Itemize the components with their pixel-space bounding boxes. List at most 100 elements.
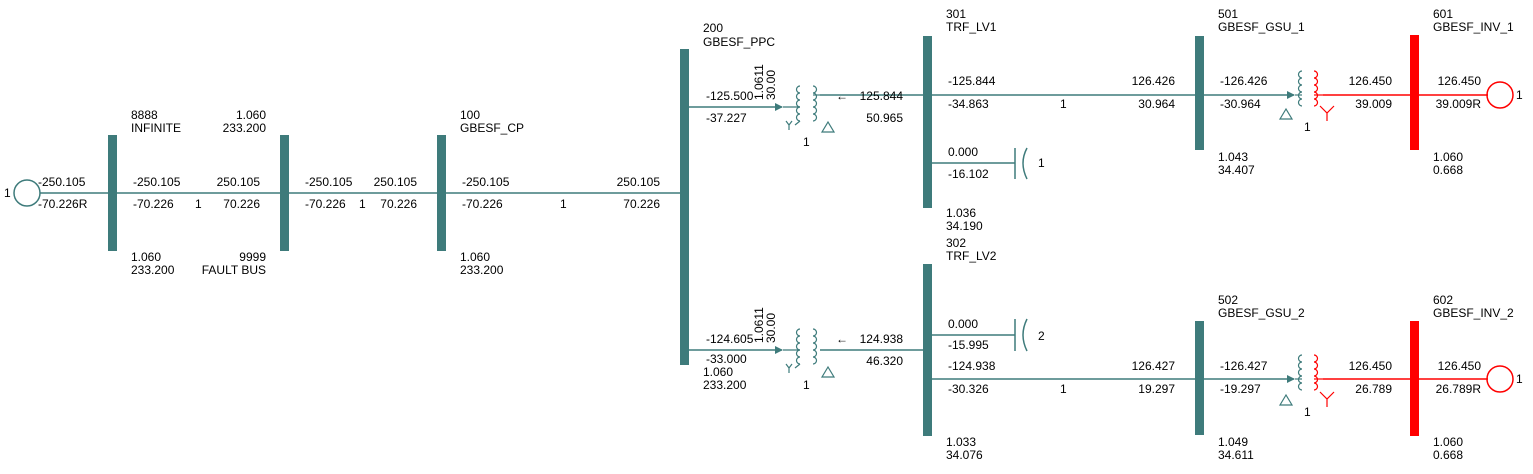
transformer-200-302[interactable]: 1.0611 30.00 1 -124.605 -33.000 ← 124.93… [689,307,923,392]
generator-inverter-2-p: 126.450 [1438,359,1482,373]
bus-502-name: GBESF_GSU_2 [1218,306,1305,320]
wye-winding-icon [1319,105,1335,121]
branch-301-501[interactable]: -125.844 -34.863 1 126.426 30.964 [932,74,1195,111]
transformer-200-301-angle: 30.00 [764,70,778,100]
generator-infinite-p: -250.105 [38,175,86,189]
transformer-200-302-q-from: -33.000 [706,352,747,366]
bus-301-name: TRF_LV1 [946,20,997,34]
transformer-502-602-ckt: 1 [1304,405,1311,419]
bus-501-name: GBESF_GSU_1 [1218,20,1305,34]
branch-9999-100-p-from: -250.105 [305,175,353,189]
bus-9999-name: FAULT BUS [202,263,266,277]
transformer-200-302-arrow: ← [836,332,848,346]
branch-302-502-p-to: 126.427 [1132,359,1176,373]
branch-8888-9999[interactable]: -250.105 -70.226 1 250.105 70.226 [117,175,280,211]
shunt-301-q: -16.102 [948,167,989,181]
branch-100-200-ckt: 1 [560,197,567,211]
shunt-301[interactable]: 1 0.000 -16.102 [932,145,1045,181]
branch-301-501-p-from: -125.844 [948,74,996,88]
transformer-502-602-p-to: 126.450 [1349,359,1393,373]
bus-8888[interactable]: 8888 INFINITE 1.060 233.200 [108,108,181,277]
branch-100-200-p-from: -250.105 [462,175,510,189]
bus-302-kv: 34.076 [946,448,983,462]
delta-winding-icon [820,120,836,133]
bus-8888-voltage: 1.060 [131,250,161,264]
generator-inverter-2[interactable]: 1 126.450 26.789R [1419,359,1523,396]
delta-winding-icon [820,365,836,378]
branch-100-200[interactable]: -250.105 -70.226 1 250.105 70.226 [446,175,680,211]
bus-502[interactable]: 502 GBESF_GSU_2 1.049 34.611 [1195,293,1305,462]
shunt-302[interactable]: 2 0.000 -15.995 [932,317,1045,352]
transformer-502-602[interactable]: 1 -126.427 -19.297 126.450 26.789 [1204,354,1410,419]
generator-infinite[interactable]: 1 -250.105 -70.226R [4,175,108,211]
transformer-200-301[interactable]: 1.0611 30.00 1 -125.500 -37.227 ← 125.84… [689,64,923,149]
branch-9999-100-ckt: 1 [359,197,366,211]
generator-infinite-q: -70.226R [38,197,88,211]
bus-502-voltage: 1.049 [1218,435,1248,449]
transformer-icon [783,328,818,369]
bus-200-kv: 233.200 [703,378,747,392]
transformer-icon [1295,70,1323,107]
transformer-200-301-arrow: ← [836,89,848,103]
generator-icon [1486,81,1514,109]
transformer-502-602-q-from: -19.297 [1220,382,1261,396]
bus-501-number: 501 [1218,7,1238,21]
generator-inverter-2-id: 1 [1516,372,1523,386]
branch-302-502[interactable]: -124.938 -30.326 1 126.427 19.297 [932,359,1195,396]
shunt-capacitor-icon [1014,147,1028,180]
transformer-501-601-q-from: -30.964 [1220,97,1261,111]
bus-302-voltage: 1.033 [946,435,976,449]
shunt-capacitor-icon [1014,318,1028,352]
shunt-302-p: 0.000 [948,317,978,331]
shunt-301-id: 1 [1038,156,1045,170]
branch-302-502-q-from: -30.326 [948,382,989,396]
bus-501-kv: 34.407 [1218,163,1255,177]
branch-8888-9999-q-from: -70.226 [133,197,174,211]
branch-9999-100-q-from: -70.226 [305,197,346,211]
transformer-501-601[interactable]: 1 -126.426 -30.964 126.450 39.009 [1204,70,1410,134]
bus-501[interactable]: 501 GBESF_GSU_1 1.043 34.407 [1195,7,1305,177]
bus-302[interactable]: 302 TRF_LV2 1.033 34.076 [923,236,997,462]
bus-9999-voltage: 1.060 [236,108,266,122]
branch-302-502-ckt: 1 [1060,382,1067,396]
transformer-200-302-q-to: 46.320 [866,354,903,368]
transformer-502-602-q-to: 26.789 [1355,382,1392,396]
branch-8888-9999-p-to: 250.105 [217,175,261,189]
branch-100-200-p-to: 250.105 [617,175,661,189]
branch-8888-9999-ckt: 1 [195,197,202,211]
bus-602-number: 602 [1433,293,1453,307]
bus-601[interactable]: 601 GBESF_INV_1 1.060 0.668 [1410,7,1514,177]
bus-9999[interactable]: 1.060 233.200 9999 FAULT BUS [202,108,289,277]
generator-icon [13,179,41,207]
branch-9999-100[interactable]: -250.105 -70.226 1 250.105 70.226 [289,175,437,211]
generator-icon [1486,365,1514,393]
transformer-icon [1295,354,1323,391]
bus-100-name: GBESF_CP [460,121,524,135]
shunt-301-p: 0.000 [948,145,978,159]
bus-302-name: TRF_LV2 [946,249,997,263]
generator-inverter-1[interactable]: 1 126.450 39.009R [1419,74,1523,111]
bus-602-name: GBESF_INV_2 [1433,306,1514,320]
transformer-501-601-ckt: 1 [1304,120,1311,134]
delta-winding-icon [1278,107,1294,120]
branch-100-200-q-to: 70.226 [623,197,660,211]
branch-301-501-q-to: 30.964 [1138,97,1175,111]
transformer-501-601-p-from: -126.426 [1220,74,1268,88]
transformer-501-601-p-to: 126.450 [1349,74,1393,88]
transformer-icon [783,85,820,126]
bus-301[interactable]: 301 TRF_LV1 1.036 34.190 [923,7,997,233]
bus-301-number: 301 [946,7,966,21]
bus-200[interactable]: 200 GBESF_PPC 1.060 233.200 [680,21,775,392]
transformer-200-301-p-from: -125.500 [706,89,754,103]
transformer-200-301-ckt: 1 [803,135,810,149]
transformer-200-301-p-to: 125.844 [860,89,904,103]
transformer-200-302-ratio: 1.0611 [752,307,766,343]
bus-601-number: 601 [1433,7,1453,21]
bus-100[interactable]: 100 GBESF_CP 1.060 233.200 [437,108,524,277]
bus-602[interactable]: 602 GBESF_INV_2 1.060 0.668 [1410,293,1514,462]
transformer-200-301-q-from: -37.227 [706,111,747,125]
generator-inverter-1-q: 39.009R [1436,97,1482,111]
transformer-200-301-ratio: 1.0611 [752,64,766,100]
transformer-502-602-p-from: -126.427 [1220,359,1268,373]
generator-infinite-id: 1 [4,186,11,200]
